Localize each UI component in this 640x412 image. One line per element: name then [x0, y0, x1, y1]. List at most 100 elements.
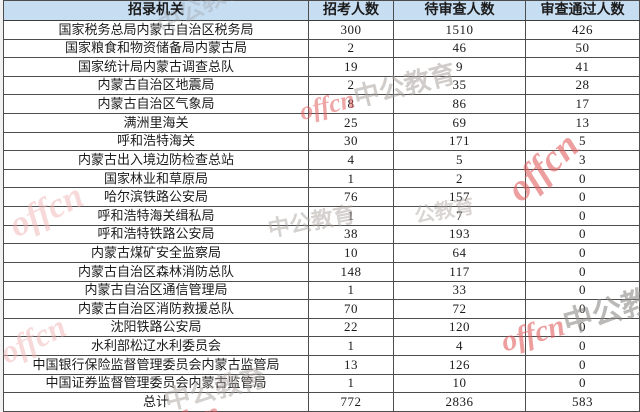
- agency-cell: 国家林业和草原局: [3, 168, 309, 189]
- value-cell: 117: [393, 261, 526, 282]
- table-row: 内蒙古煤矿安全监察局 10 64 0: [3, 243, 640, 263]
- value-cell: 171: [393, 131, 526, 152]
- value-cell: 120: [393, 317, 526, 338]
- agency-cell: 沈阳铁路公安局: [3, 317, 309, 338]
- agency-cell: 国家统计局内蒙古调查总队: [3, 57, 309, 77]
- total-row: 总计 772 2836 583: [3, 392, 640, 412]
- value-cell: 86: [393, 94, 526, 115]
- agency-cell: 水利部松辽水利委员会: [3, 336, 309, 356]
- value-cell: 0: [525, 261, 640, 282]
- value-cell: 22: [308, 317, 394, 338]
- value-cell: 426: [525, 20, 640, 40]
- agency-cell: 内蒙古出入境边防检查总站: [3, 150, 309, 170]
- value-cell: 13: [525, 113, 640, 133]
- value-cell: 9: [393, 57, 526, 77]
- value-cell: 5: [525, 131, 640, 152]
- table-header: 招录机关 招考人数 待审查人数 审查通过人数: [3, 0, 640, 21]
- value-cell: 2: [393, 168, 526, 189]
- agency-cell: 哈尔滨铁路公安局: [3, 187, 309, 208]
- value-cell: 46: [393, 38, 526, 59]
- agency-cell: 中国银行保险监督管理委员会内蒙古监管局: [3, 354, 309, 375]
- table-row: 内蒙古自治区地震局 2 35 28: [3, 75, 640, 96]
- value-cell: 10: [393, 373, 526, 394]
- sheet-left-edge: [0, 0, 3, 412]
- value-cell: 10: [308, 243, 394, 263]
- table-row: 内蒙古自治区通信管理局 1 33 0: [3, 280, 640, 301]
- table-row: 内蒙古自治区森林消防总队 148 117 0: [3, 261, 640, 282]
- value-cell: 4: [393, 336, 526, 356]
- value-cell: 19: [308, 57, 394, 77]
- value-cell: 38: [308, 224, 394, 245]
- value-cell: 17: [525, 94, 640, 115]
- value-cell: 72: [393, 299, 526, 319]
- value-cell: 157: [393, 187, 526, 208]
- value-cell: 64: [393, 243, 526, 263]
- value-cell: 0: [525, 206, 640, 226]
- value-cell: 300: [308, 20, 394, 40]
- table-row: 哈尔滨铁路公安局 76 157 0: [3, 187, 640, 208]
- agency-cell: 呼和浩特铁路公安局: [3, 224, 309, 245]
- header-row: 招录机关 招考人数 待审查人数 审查通过人数: [3, 0, 640, 21]
- agency-cell: 内蒙古煤矿安全监察局: [3, 243, 309, 263]
- value-cell: 0: [525, 373, 640, 394]
- value-cell: 2: [308, 38, 394, 59]
- value-cell: 70: [308, 299, 394, 319]
- column-header-2: 待审查人数: [393, 0, 526, 21]
- table-row: 内蒙古自治区气象局 8 86 17: [3, 94, 640, 115]
- table-body: 国家税务总局内蒙古自治区税务局 300 1510 426 国家粮食和物资储备局内蒙古局 2…: [3, 20, 640, 412]
- agency-cell: 内蒙古自治区气象局: [3, 94, 309, 115]
- value-cell: 41: [525, 57, 640, 77]
- table-row: 呼和浩特海关 30 171 5: [3, 131, 640, 152]
- agency-cell: 内蒙古自治区森林消防总队: [3, 261, 309, 282]
- value-cell: 1: [308, 280, 394, 301]
- value-cell: 5: [393, 150, 526, 170]
- value-cell: 25: [308, 113, 394, 133]
- table-row: 呼和浩特铁路公安局 38 193 0: [3, 224, 640, 245]
- value-cell: 0: [525, 168, 640, 189]
- value-cell: 0: [525, 299, 640, 319]
- agency-cell: 国家税务总局内蒙古自治区税务局: [3, 20, 309, 40]
- value-cell: 8: [308, 94, 394, 115]
- value-cell: 2836: [393, 392, 526, 412]
- table-row: 水利部松辽水利委员会 1 4 0: [3, 336, 640, 356]
- table-row: 沈阳铁路公安局 22 120 0: [3, 317, 640, 338]
- value-cell: 30: [308, 131, 394, 152]
- value-cell: 1: [308, 373, 394, 394]
- value-cell: 772: [308, 392, 394, 412]
- table-row: 满洲里海关 25 69 13: [3, 113, 640, 133]
- column-header-1: 招考人数: [308, 0, 394, 21]
- agency-cell: 内蒙古自治区消防救援总队: [3, 299, 309, 319]
- value-cell: 0: [525, 224, 640, 245]
- value-cell: 35: [393, 75, 526, 96]
- value-cell: 1: [308, 168, 394, 189]
- value-cell: 0: [525, 354, 640, 375]
- column-header-0: 招录机关: [3, 0, 309, 21]
- agency-cell: 呼和浩特海关: [3, 131, 309, 152]
- value-cell: 7: [393, 206, 526, 226]
- value-cell: 3: [525, 150, 640, 170]
- table-row: 中国银行保险监督管理委员会内蒙古监管局 13 126 0: [3, 354, 640, 375]
- value-cell: 2: [308, 75, 394, 96]
- value-cell: 1: [308, 336, 394, 356]
- value-cell: 126: [393, 354, 526, 375]
- agency-cell: 内蒙古自治区通信管理局: [3, 280, 309, 301]
- value-cell: 28: [525, 75, 640, 96]
- value-cell: 0: [525, 336, 640, 356]
- table-row: 内蒙古自治区消防救援总队 70 72 0: [3, 299, 640, 319]
- agency-cell: 国家粮食和物资储备局内蒙古局: [3, 38, 309, 59]
- value-cell: 1: [308, 206, 394, 226]
- value-cell: 193: [393, 224, 526, 245]
- agency-cell: 呼和浩特海关缉私局: [3, 206, 309, 226]
- value-cell: 1510: [393, 20, 526, 40]
- value-cell: 0: [525, 243, 640, 263]
- table-row: 国家税务总局内蒙古自治区税务局 300 1510 426: [3, 20, 640, 40]
- value-cell: 76: [308, 187, 394, 208]
- value-cell: 0: [525, 317, 640, 338]
- table-row: 国家粮食和物资储备局内蒙古局 2 46 50: [3, 38, 640, 59]
- value-cell: 69: [393, 113, 526, 133]
- table-row: 国家林业和草原局 1 2 0: [3, 168, 640, 189]
- value-cell: 583: [525, 392, 640, 412]
- recruitment-stats-table: 招录机关 招考人数 待审查人数 审查通过人数 国家税务总局内蒙古自治区税务局 300 15…: [3, 0, 640, 412]
- table-row: 内蒙古出入境边防检查总站 4 5 3: [3, 150, 640, 170]
